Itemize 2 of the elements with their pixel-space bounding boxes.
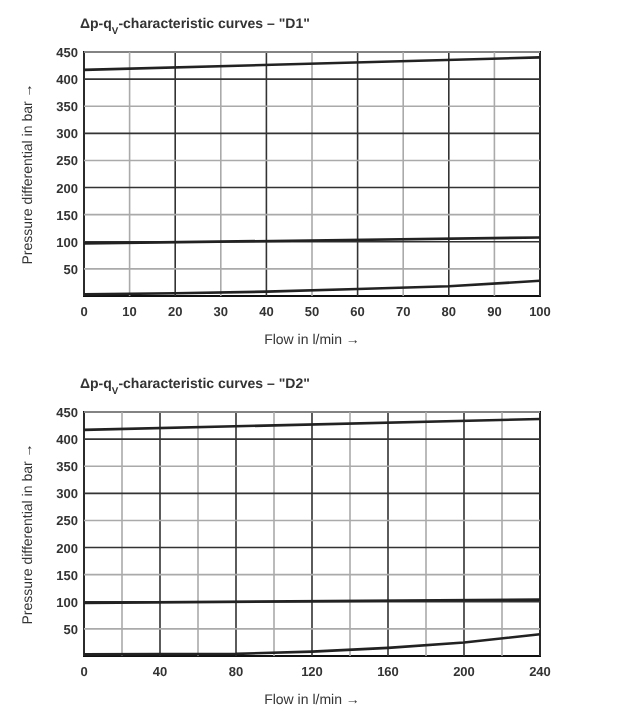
line-series	[82, 279, 542, 296]
line-series	[82, 633, 542, 656]
